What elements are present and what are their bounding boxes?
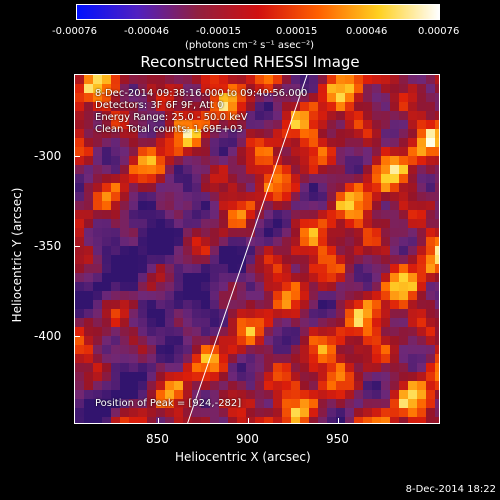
y-axis-label: Heliocentric Y (arcsec) [10,187,24,323]
colorbar-tick: 0.00015 [276,26,318,37]
info-energy: Energy Range: 25.0 - 50.0 keV [95,112,248,123]
peak-position: Position of Peak = [924,-282] [95,398,242,409]
colorbar-tick: 0.00076 [418,26,460,37]
y-tick: -350 [34,239,62,253]
info-time: 8-Dec-2014 09:38:16.000 to 09:40:56.000 [95,88,308,99]
x-tick: 950 [326,432,349,446]
timestamp: 8-Dec-2014 18:22 [405,484,496,495]
rhessi-image: 8-Dec-2014 09:38:16.000 to 09:40:56.000 … [74,74,440,424]
limb-line [187,75,308,423]
y-tick: -300 [34,149,62,163]
colorbar-tick: -0.00046 [124,26,169,37]
colorbar-tick: 0.00046 [346,26,388,37]
colorbar [76,4,440,20]
y-tick: -400 [34,329,62,343]
info-clean: Clean Total counts: 1.69E+03 [95,124,243,135]
x-tick: 850 [146,432,169,446]
x-axis-label: Heliocentric X (arcsec) [175,450,311,464]
x-tick: 900 [236,432,259,446]
info-detectors: Detectors: 3F 6F 9F, Att 0 [95,100,224,111]
colorbar-tick: -0.00015 [196,26,241,37]
colorbar-tick: -0.00076 [52,26,97,37]
image-title: Reconstructed RHESSI Image [140,53,360,71]
heatmap [75,75,439,423]
colorbar-units: (photons cm⁻² s⁻¹ asec⁻²) [185,40,315,51]
